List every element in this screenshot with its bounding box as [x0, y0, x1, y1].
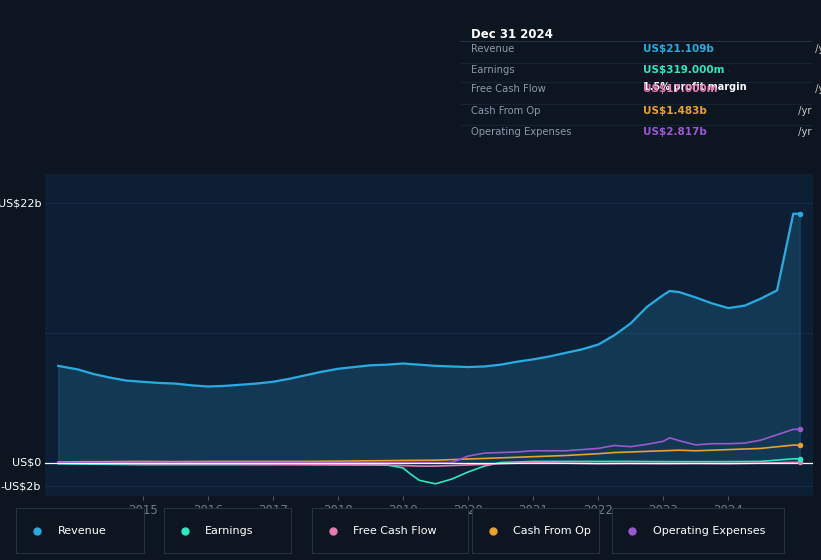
Text: US$21.109b: US$21.109b — [643, 44, 714, 54]
Text: US$22b: US$22b — [0, 198, 41, 208]
Text: Revenue: Revenue — [470, 44, 514, 54]
Text: /yr: /yr — [812, 44, 821, 54]
Text: US$0: US$0 — [12, 458, 41, 468]
Text: Operating Expenses: Operating Expenses — [470, 127, 571, 137]
Text: -US$2b: -US$2b — [1, 481, 41, 491]
Text: Earnings: Earnings — [470, 65, 514, 75]
FancyBboxPatch shape — [164, 508, 291, 553]
Text: US$1.483b: US$1.483b — [643, 106, 707, 116]
Text: Earnings: Earnings — [205, 526, 254, 535]
Text: /yr: /yr — [812, 84, 821, 94]
Text: 1.5% profit margin: 1.5% profit margin — [643, 82, 746, 92]
Text: Free Cash Flow: Free Cash Flow — [470, 84, 545, 94]
Text: /yr: /yr — [795, 106, 812, 116]
Text: Cash From Op: Cash From Op — [470, 106, 540, 116]
FancyBboxPatch shape — [16, 508, 144, 553]
Text: Cash From Op: Cash From Op — [513, 526, 591, 535]
Text: Operating Expenses: Operating Expenses — [653, 526, 765, 535]
FancyBboxPatch shape — [612, 508, 784, 553]
Text: Free Cash Flow: Free Cash Flow — [353, 526, 437, 535]
FancyBboxPatch shape — [312, 508, 468, 553]
Text: Dec 31 2024: Dec 31 2024 — [470, 28, 553, 41]
Text: Revenue: Revenue — [57, 526, 106, 535]
Text: US$2.817b: US$2.817b — [643, 127, 707, 137]
Text: /yr: /yr — [795, 127, 812, 137]
Text: US$319.000m: US$319.000m — [643, 65, 725, 75]
FancyBboxPatch shape — [472, 508, 599, 553]
Text: US$17.000m: US$17.000m — [643, 84, 718, 94]
